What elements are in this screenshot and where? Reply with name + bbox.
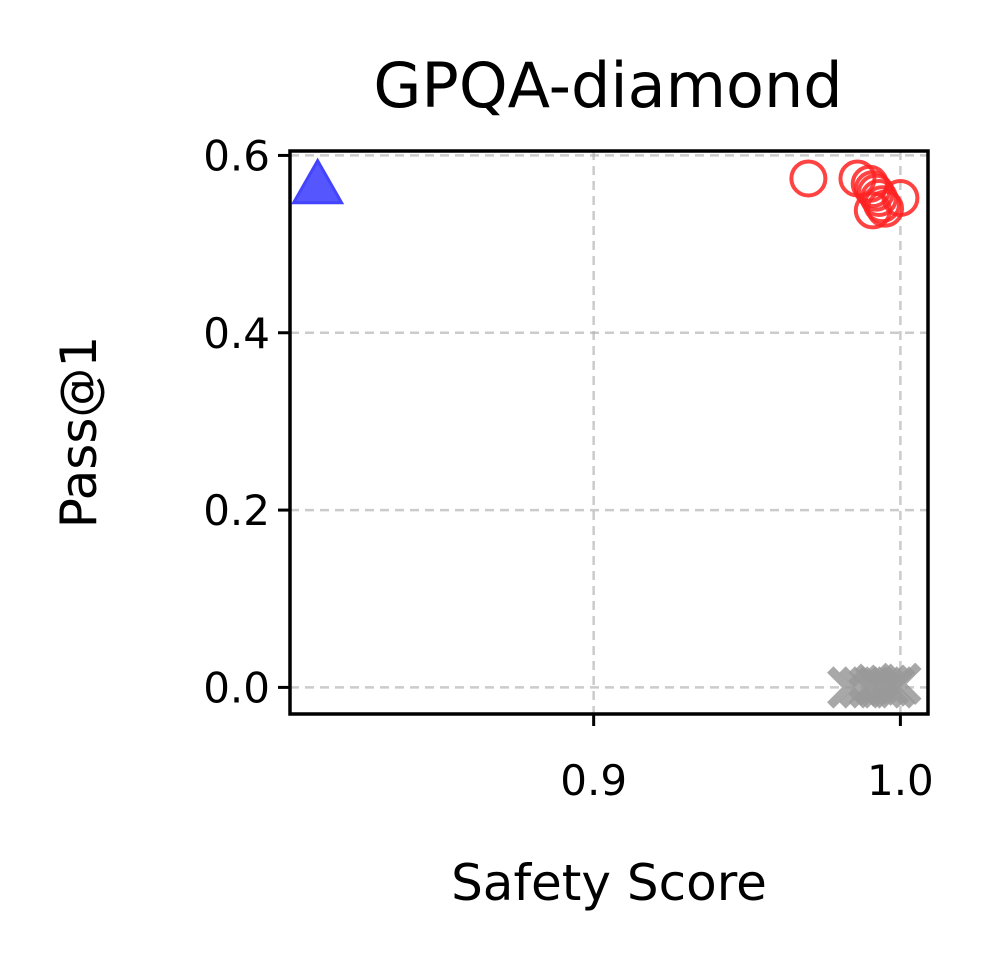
data-points	[291, 157, 922, 709]
y-tick-label: 0.2	[203, 486, 270, 535]
y-tick-label: 0.6	[203, 131, 270, 180]
plot-frame	[288, 149, 930, 716]
x-tick-label: 1.0	[867, 756, 934, 805]
y-tick-label: 0.4	[203, 309, 270, 358]
circle-point	[881, 178, 920, 217]
x-point	[879, 662, 922, 706]
circle-point	[789, 159, 828, 198]
grid-lines	[290, 151, 928, 714]
x-tick-label: 0.9	[560, 756, 627, 805]
y-tick-label: 0.0	[203, 663, 270, 712]
chart-title: GPQA-diamond	[373, 49, 842, 122]
x-axis-label: Safety Score	[451, 854, 767, 912]
axis-ticks: 0.9 1.0 0.0 0.2 0.4 0.6	[203, 131, 934, 805]
y-axis-label: Pass@1	[50, 336, 108, 528]
triangle-point	[291, 157, 345, 205]
circle-point	[862, 185, 901, 224]
